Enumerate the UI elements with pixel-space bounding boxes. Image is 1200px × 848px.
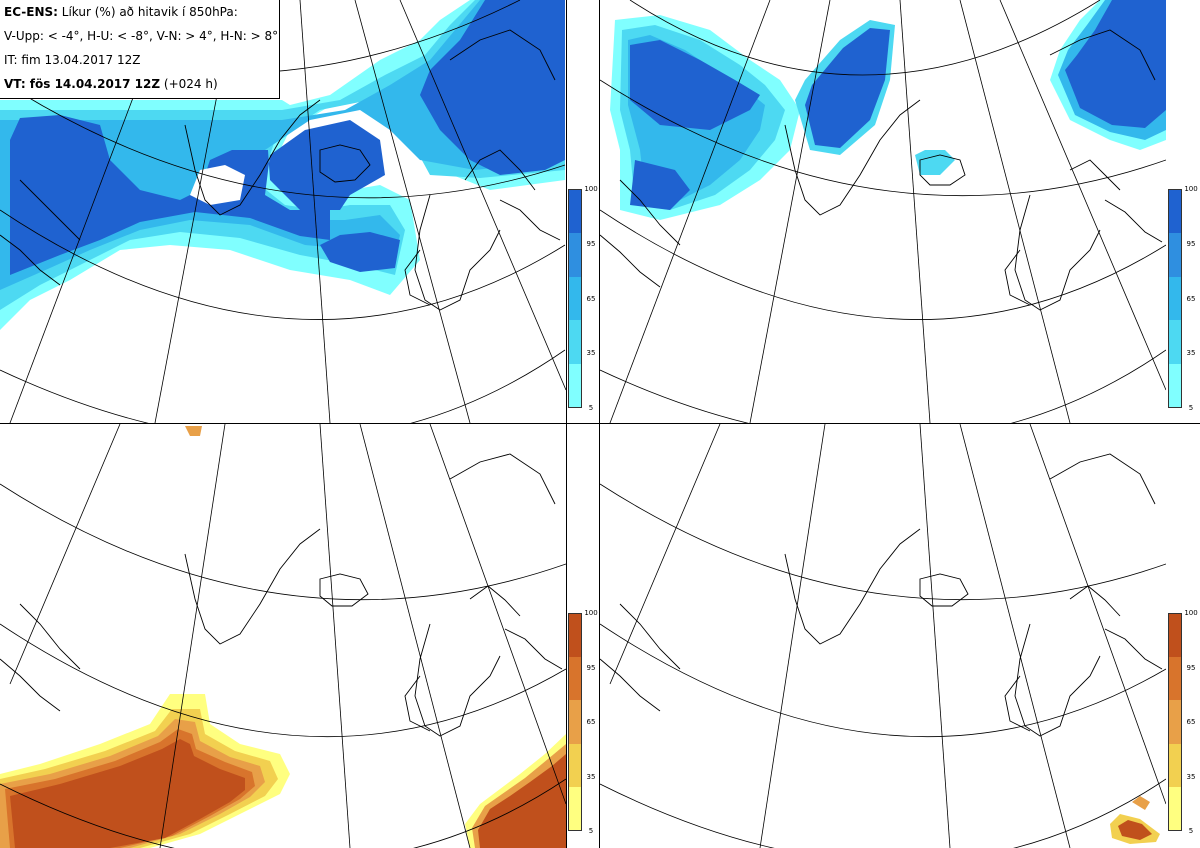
panel-divider-horizontal [0,423,1200,424]
colorbar-cold-right: 100 95 65 35 5 [1168,185,1198,412]
colorbar-frame [568,613,582,831]
colorbar-tick-label: 95 [1186,239,1196,248]
colorbar-tick-label: 35 [586,349,596,358]
colorbar-tick-label: 95 [586,663,596,672]
map-panel-warm-8 [600,424,1166,848]
probability-field [0,426,566,848]
map-panel-cold-8 [600,0,1166,423]
colorbar-segment [568,743,582,788]
colorbar-tick-label: 35 [1186,772,1196,781]
map-legend-box: EC-ENS: Líkur (%) að hitavik í 850hPa: V… [0,0,280,99]
valid-time: VT: fös 14.04.2017 12Z [4,77,161,91]
probability-field [0,0,565,330]
graticule [600,424,1166,848]
coastlines [0,453,563,737]
colorbar-frame [568,189,582,408]
colorbar-tick-label: 100 [1184,185,1198,193]
colorbar-segment [568,613,582,657]
colorbar-tick-label: 65 [1186,294,1196,303]
coastlines [600,29,1163,311]
colorbar-tick-label: 100 [584,609,598,617]
colorbar-segment [568,700,582,744]
colorbar-tick-label: 65 [586,294,596,303]
map-panel-warm-4 [0,424,566,848]
model-label: EC-ENS: [4,5,58,19]
map-cold-8-svg [600,0,1166,423]
colorbar-frame [1168,613,1182,831]
colorbar-cold-left: 100 95 65 35 5 [568,185,598,412]
coastlines [0,29,561,311]
panel-divider-vertical-2 [599,0,600,848]
colorbar-tick-label: 5 [1188,827,1194,835]
coastlines [600,453,1163,737]
thresholds-text: V-Upp: < -4°, H-U: < -8°, V-N: > 4°, H-N… [4,29,279,43]
colorbar-segment [1168,743,1182,788]
colorbar-segment [1168,656,1182,701]
map-warm-4-svg [0,424,566,848]
colorbar-tick-label: 5 [588,827,594,835]
colorbar-segment [1168,232,1182,277]
colorbar-segment [568,189,582,233]
colorbar-segment [1168,189,1182,233]
colorbar-segment [1168,276,1182,321]
colorbar-tick-label: 35 [586,772,596,781]
colorbar-segment [1168,700,1182,744]
map-panel-cold-4: EC-ENS: Líkur (%) að hitavik í 850hPa: V… [0,0,566,423]
colorbar-segment [568,232,582,277]
colorbar-tick-label: 5 [1188,404,1194,412]
graticule [600,0,1166,423]
colorbar-frame [1168,189,1182,408]
probability-field [1110,796,1160,844]
colorbar-segment [568,656,582,701]
colorbar-segment [568,787,582,831]
colorbar-segment [568,276,582,321]
colorbar-tick-label: 100 [584,185,598,193]
colorbar-warm-right: 100 95 65 35 5 [1168,609,1198,835]
lead-time: (+024 h) [163,77,218,91]
colorbar-segment [568,364,582,408]
map-cold-4-svg [0,0,566,423]
colorbar-segment [1168,787,1182,831]
colorbar-tick-label: 5 [588,404,594,412]
colorbar-segment [1168,320,1182,365]
probability-field [610,0,1166,220]
colorbar-warm-left: 100 95 65 35 5 [568,609,598,835]
colorbar-tick-label: 100 [1184,609,1198,617]
colorbar-tick-label: 65 [586,718,596,726]
colorbar-segment [1168,613,1182,657]
colorbar-segment [1168,364,1182,408]
colorbar-tick-label: 65 [1186,718,1196,726]
map-title: Líkur (%) að hitavik í 850hPa: [61,5,238,19]
colorbar-tick-label: 95 [1186,663,1196,672]
panel-divider-vertical [566,0,567,848]
colorbar-tick-label: 35 [1186,349,1196,358]
map-warm-8-svg [600,424,1166,848]
colorbar-segment [568,320,582,365]
graticule [0,424,566,848]
init-time: IT: fim 13.04.2017 12Z [4,53,141,67]
colorbar-tick-label: 95 [586,239,596,248]
